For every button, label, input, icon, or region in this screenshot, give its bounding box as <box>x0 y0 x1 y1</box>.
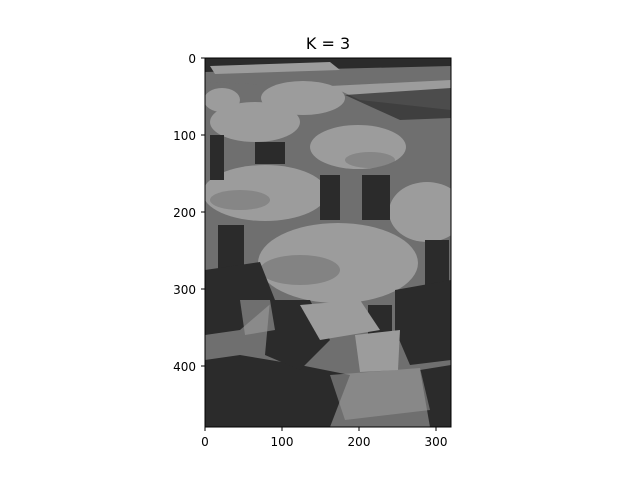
axes-frame <box>204 57 452 428</box>
x-tick-label: 100 <box>271 435 294 449</box>
quantized-image <box>205 58 451 427</box>
x-axis: 0 100 200 300 <box>201 427 447 449</box>
x-tick-label: 200 <box>348 435 371 449</box>
y-tick-label: 100 <box>173 129 196 143</box>
y-axis: 0 100 200 300 400 <box>173 52 205 374</box>
y-tick-label: 400 <box>173 360 196 374</box>
x-tick-label: 0 <box>201 435 209 449</box>
plot-title: K = 3 <box>306 34 350 53</box>
y-tick-label: 300 <box>173 283 196 297</box>
x-tick-label: 300 <box>425 435 448 449</box>
y-tick-label: 200 <box>173 206 196 220</box>
y-tick-label: 0 <box>188 52 196 66</box>
